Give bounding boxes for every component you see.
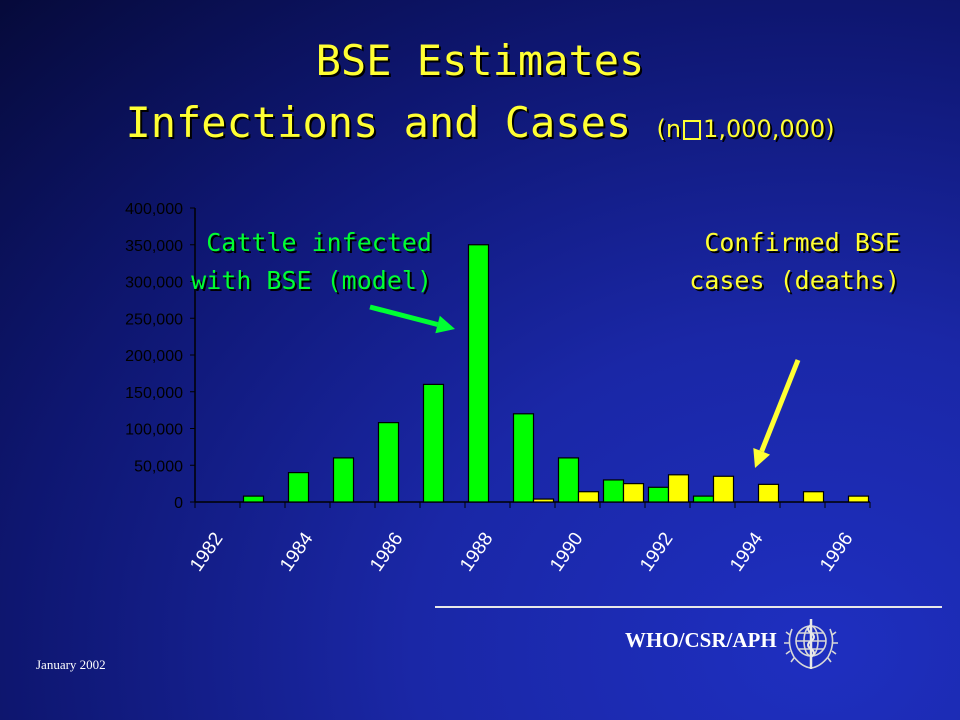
annotation-cases-line1: Confirmed BSE [704, 228, 900, 257]
bar-cases [532, 498, 555, 503]
approx-symbol-icon [683, 120, 702, 140]
x-tick-label: 1992 [636, 529, 677, 576]
footer-org: WHO/CSR/APH [625, 628, 777, 652]
y-tick-label: 350,000 [125, 238, 183, 255]
bar-infected [287, 472, 310, 503]
bar-infected [602, 479, 625, 503]
bar-infected [377, 422, 400, 503]
annotation-arrows [369, 304, 801, 468]
y-tick-label: 150,000 [125, 385, 183, 402]
y-tick-label: 400,000 [125, 201, 183, 218]
bar-infected [467, 244, 490, 503]
bar-cases [622, 483, 645, 503]
chart-title-main: Infections and Cases [125, 98, 632, 147]
bar-infected [332, 457, 355, 503]
bar-cases [802, 491, 825, 503]
bar-cases [667, 474, 690, 503]
y-tick-label: 200,000 [125, 348, 183, 365]
chart-bars [242, 244, 870, 503]
x-tick-label: 1988 [456, 529, 497, 576]
x-tick-label: 1984 [276, 528, 318, 575]
x-tick-label: 1986 [366, 529, 407, 576]
arrow-infected [369, 304, 455, 334]
footer-date: January 2002 [36, 657, 106, 672]
annotation-cases-line2: cases (deaths) [689, 266, 900, 295]
note-suffix: 1,000,000) [703, 115, 835, 143]
y-tick-label: 50,000 [134, 458, 183, 475]
x-tick-label: 1982 [186, 529, 227, 576]
note-prefix: (n [656, 115, 682, 143]
annotation-infected-line1: Cattle infected [206, 228, 432, 257]
bar-cases [847, 495, 870, 503]
who-emblem-icon [784, 619, 838, 669]
y-tick-label: 300,000 [125, 275, 183, 292]
bar-infected [422, 383, 445, 503]
x-tick-label: 1994 [726, 528, 768, 575]
annotation-infected-line2: with BSE (model) [191, 266, 432, 295]
bar-infected [692, 495, 715, 503]
annotation-infected: Cattle infected with BSE (model) [160, 224, 432, 300]
bar-cases [757, 483, 780, 503]
bar-infected [647, 486, 670, 503]
bar-cases [712, 475, 735, 503]
chart-title-line1: BSE Estimates [315, 36, 645, 85]
x-tick-label: 1996 [816, 529, 857, 576]
bar-cases [577, 491, 600, 503]
chart-title-note: (n 1,000,000) [656, 115, 834, 143]
bar-infected [557, 457, 580, 503]
annotation-cases: Confirmed BSE cases (deaths) [620, 224, 900, 300]
chart-title-line2: Infections and Cases (n 1,000,000) [0, 98, 960, 147]
footer-divider [435, 606, 942, 608]
y-tick-label: 100,000 [125, 422, 183, 439]
arrow-cases [753, 359, 801, 468]
y-tick-label: 250,000 [125, 311, 183, 328]
x-tick-label: 1990 [546, 529, 587, 576]
bar-infected [242, 495, 265, 503]
y-tick-label: 0 [174, 495, 183, 512]
bar-infected [512, 413, 535, 503]
